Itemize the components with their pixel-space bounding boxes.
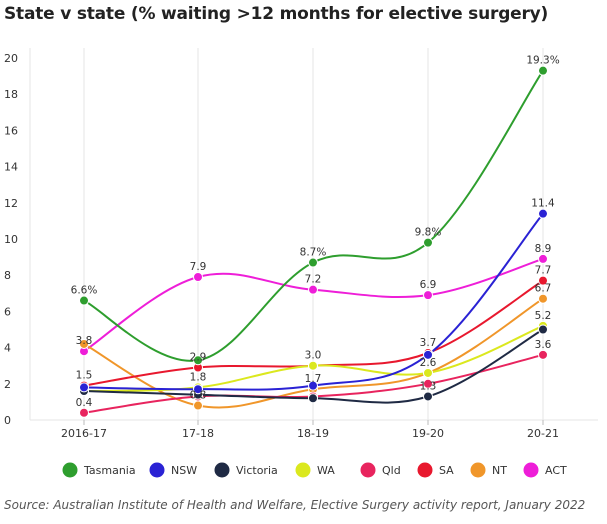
legend-marker-victoria bbox=[214, 462, 230, 478]
data-point-nsw bbox=[423, 349, 433, 360]
y-tick-label: 18 bbox=[4, 88, 18, 101]
data-point-act bbox=[193, 272, 203, 283]
data-point-sa bbox=[538, 275, 548, 286]
data-point-act bbox=[538, 253, 548, 264]
legend-marker-sa bbox=[417, 462, 433, 478]
data-label-sa: 7.7 bbox=[535, 265, 552, 277]
data-point-act bbox=[308, 284, 318, 295]
legend-marker-tasmania bbox=[62, 462, 78, 478]
data-point-wa bbox=[308, 360, 318, 371]
data-point-nsw bbox=[79, 382, 89, 393]
x-tick-label: 20-21 bbox=[527, 427, 559, 440]
data-point-nsw bbox=[538, 208, 548, 219]
data-label-act: 3.8 bbox=[76, 335, 93, 347]
x-tick-label: 2016-17 bbox=[61, 427, 107, 440]
y-tick-label: 0 bbox=[4, 414, 11, 427]
y-tick-label: 4 bbox=[4, 342, 11, 355]
data-label-nt: 0.8 bbox=[190, 390, 207, 402]
chart-legend: Tasmania NSW Victoria WA Qld SA NT ACT bbox=[62, 462, 567, 478]
legend-marker-nt bbox=[470, 462, 486, 478]
legend-label-tasmania: Tasmania bbox=[83, 464, 136, 477]
data-label-nsw: 11.4 bbox=[531, 198, 555, 210]
data-point-act bbox=[423, 290, 433, 301]
data-label-sa: 3.0 bbox=[305, 350, 322, 362]
data-label-wa: 2.6 bbox=[420, 357, 437, 369]
legend-label-qld: Qld bbox=[382, 464, 401, 477]
data-point-nsw bbox=[193, 384, 203, 395]
data-point-victoria bbox=[423, 391, 433, 402]
source-note: Source: Australian Institute of Health a… bbox=[4, 498, 586, 512]
data-point-qld bbox=[423, 378, 433, 389]
data-point-nt bbox=[538, 293, 548, 304]
y-tick-label: 10 bbox=[4, 233, 18, 246]
data-point-tasmania bbox=[79, 295, 89, 306]
y-axis-ticks: 0 2 4 6 8 10 12 14 16 18 20 bbox=[4, 52, 18, 427]
data-label-qld: 0.4 bbox=[76, 397, 93, 409]
data-label-wa: 1.8 bbox=[190, 371, 207, 383]
data-label-tasmania: 19.3% bbox=[526, 55, 559, 67]
data-label-nt: 1.7 bbox=[305, 373, 322, 385]
data-label-act: 6.9 bbox=[420, 279, 437, 291]
y-tick-label: 8 bbox=[4, 269, 11, 282]
data-label-sa: 3.7 bbox=[420, 337, 437, 349]
chart-title: State v state (% waiting >12 months for … bbox=[4, 4, 549, 24]
data-point-nsw bbox=[308, 380, 318, 391]
series-points bbox=[79, 65, 548, 418]
data-label-tasmania: 9.8% bbox=[415, 227, 442, 239]
data-label-act: 7.2 bbox=[305, 274, 322, 286]
data-labels: 6.6% 8.7% 9.8% 19.3% 11.4 1.3 1.8 2.6 5.2 0.4 3.6 1… bbox=[71, 55, 560, 409]
data-point-nt bbox=[193, 400, 203, 411]
data-label-tasmania: 8.7% bbox=[300, 247, 327, 259]
x-tick-label: 17-18 bbox=[182, 427, 214, 440]
data-point-qld bbox=[79, 407, 89, 418]
data-point-wa bbox=[423, 367, 433, 378]
y-tick-label: 6 bbox=[4, 305, 11, 318]
series-line-tasmania bbox=[83, 70, 544, 362]
data-label-qld: 3.6 bbox=[535, 339, 552, 351]
data-label-sa: 2.9 bbox=[190, 352, 207, 364]
y-tick-label: 12 bbox=[4, 197, 18, 210]
data-point-victoria bbox=[308, 393, 318, 404]
legend-label-victoria: Victoria bbox=[236, 464, 278, 477]
legend-marker-nsw bbox=[149, 462, 165, 478]
legend-label-sa: SA bbox=[439, 464, 454, 477]
legend-marker-qld bbox=[360, 462, 376, 478]
data-point-tasmania bbox=[538, 65, 548, 76]
y-tick-label: 20 bbox=[4, 52, 18, 65]
x-tick-label: 18-19 bbox=[297, 427, 329, 440]
x-tick-label: 19-20 bbox=[412, 427, 444, 440]
x-axis-ticks: 2016-17 17-18 18-19 19-20 20-21 bbox=[61, 420, 559, 440]
data-label-nt: 6.7 bbox=[535, 283, 552, 295]
legend-label-act: ACT bbox=[545, 464, 567, 477]
legend-marker-act bbox=[523, 462, 539, 478]
data-point-victoria bbox=[538, 324, 548, 335]
legend-label-wa: WA bbox=[317, 464, 335, 477]
legend-label-nsw: NSW bbox=[171, 464, 197, 477]
legend-label-nt: NT bbox=[492, 464, 507, 477]
data-point-tasmania bbox=[308, 257, 318, 268]
y-tick-label: 2 bbox=[4, 378, 11, 391]
data-point-qld bbox=[538, 349, 548, 360]
data-label-sa: 1.5 bbox=[76, 370, 93, 382]
y-tick-label: 16 bbox=[4, 124, 18, 137]
legend-marker-wa bbox=[295, 462, 311, 478]
data-point-nt bbox=[79, 338, 89, 349]
data-label-victoria: 1.3 bbox=[420, 380, 437, 392]
data-label-wa: 5.2 bbox=[535, 310, 552, 322]
series-line-nsw bbox=[83, 213, 544, 391]
data-label-act: 8.9 bbox=[535, 243, 552, 255]
y-tick-label: 14 bbox=[4, 161, 18, 174]
data-label-tasmania: 6.6% bbox=[71, 285, 98, 297]
data-label-act: 7.9 bbox=[190, 261, 207, 273]
data-point-tasmania bbox=[193, 355, 203, 366]
data-point-tasmania bbox=[423, 237, 433, 248]
